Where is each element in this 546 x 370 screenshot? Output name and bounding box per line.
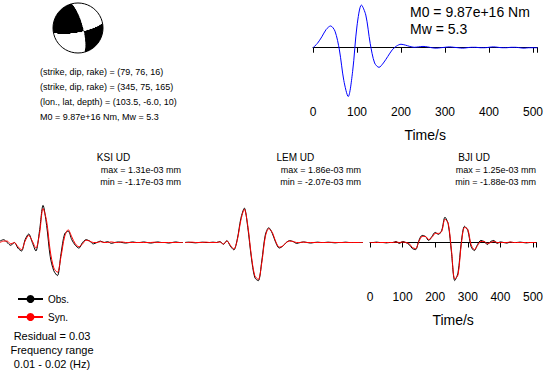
svg-text:max = 1.25e-03 mm: max = 1.25e-03 mm (456, 165, 536, 175)
svg-text:200: 200 (391, 105, 411, 119)
svg-text:200: 200 (425, 290, 445, 304)
svg-text:0: 0 (310, 105, 317, 119)
svg-text:100: 100 (393, 290, 413, 304)
svg-text:Frequency range: Frequency range (10, 344, 93, 356)
svg-text:(strike, dip, rake) = (345, 75: (strike, dip, rake) = (345, 75, 165) (40, 82, 173, 92)
svg-text:100: 100 (347, 105, 367, 119)
svg-text:500: 500 (523, 290, 543, 304)
svg-text:Residual = 0.03: Residual = 0.03 (14, 330, 91, 342)
svg-text:300: 300 (435, 105, 455, 119)
svg-text:Obs.: Obs. (48, 294, 69, 305)
svg-text:Time/s: Time/s (432, 312, 473, 328)
svg-text:400: 400 (490, 290, 510, 304)
svg-text:max = 1.86e-03 mm: max = 1.86e-03 mm (281, 165, 361, 175)
svg-text:min = -2.07e-03 mm: min = -2.07e-03 mm (280, 177, 361, 187)
svg-text:min = -1.17e-03 mm: min = -1.17e-03 mm (100, 177, 181, 187)
svg-text:KSI UD: KSI UD (97, 152, 130, 163)
svg-text:300: 300 (458, 290, 478, 304)
svg-text:min = -1.88e-03 mm: min = -1.88e-03 mm (455, 177, 536, 187)
svg-text:500: 500 (523, 105, 543, 119)
svg-text:Syn.: Syn. (48, 312, 68, 323)
svg-text:M0 = 9.87e+16 Nm, Mw = 5.3: M0 = 9.87e+16 Nm, Mw = 5.3 (40, 112, 159, 122)
svg-text:BJI UD: BJI UD (458, 152, 490, 163)
svg-text:(lon., lat, depth) = (103.5, -: (lon., lat, depth) = (103.5, -6.0, 10) (40, 97, 177, 107)
svg-text:400: 400 (479, 105, 499, 119)
svg-text:0.01 - 0.02 (Hz): 0.01 - 0.02 (Hz) (14, 358, 90, 370)
svg-text:max = 1.31e-03 mm: max = 1.31e-03 mm (101, 165, 181, 175)
svg-text:(strike, dip, rake) = (79, 76,: (strike, dip, rake) = (79, 76, 16) (40, 67, 163, 77)
svg-text:Mw = 5.3: Mw = 5.3 (410, 21, 467, 37)
svg-text:M0 = 9.87e+16 Nm: M0 = 9.87e+16 Nm (410, 4, 530, 20)
svg-text:0: 0 (367, 290, 374, 304)
svg-text:LEM UD: LEM UD (276, 152, 314, 163)
svg-text:Time/s: Time/s (404, 127, 445, 143)
